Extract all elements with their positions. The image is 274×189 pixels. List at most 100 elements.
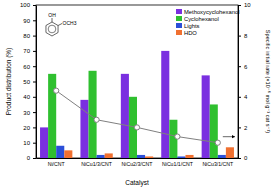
legend-swatch: [176, 30, 182, 35]
bar: [64, 150, 72, 158]
tick: NiCu1/1/CNT: [162, 158, 194, 167]
bar: [177, 156, 185, 158]
tick: Ni/CNT: [48, 158, 66, 167]
molecule-bond: [52, 18, 53, 22]
axis-line: [238, 6, 239, 159]
legend-item: Cyclohexanol: [176, 16, 219, 22]
tick: 100: [20, 2, 36, 8]
tick: NiCu1/3/CNT: [81, 158, 113, 167]
plot: Ni/CNT NiCu1/3/CNT NiCu2/3/CNT NiCu1/1/CNT N…: [20, 2, 251, 166]
tick-mark: [33, 66, 36, 67]
tick-label: 40: [23, 94, 30, 100]
tick-mark: [33, 82, 36, 83]
tick-label: 8: [244, 33, 248, 39]
tick-label: 30: [23, 110, 30, 116]
bar: [185, 155, 193, 158]
tick-label: NiCu3/1/CNT: [202, 161, 234, 167]
bar-series: [64, 147, 234, 158]
legend-item: Lights: [176, 23, 200, 29]
tick-label: 80: [23, 33, 30, 39]
tick-label: NiCu2/3/CNT: [122, 161, 154, 167]
marker: [134, 125, 139, 130]
tick-label: 90: [23, 18, 30, 24]
tick: 70: [23, 48, 36, 54]
tick-label: 100: [20, 2, 31, 8]
tick-mark: [33, 97, 36, 98]
molecule-aromatic: [48, 25, 56, 33]
tick-label: 70: [23, 48, 30, 54]
bar: [226, 147, 234, 158]
annotation: OCH3: [63, 20, 77, 26]
legend-label: Cyclohexanol: [184, 16, 219, 22]
tick-label: Ni/CNT: [48, 161, 66, 167]
tick-mark: [238, 66, 241, 67]
tick-mark: [33, 51, 36, 52]
tick-mark: [238, 5, 241, 6]
bar: [161, 51, 169, 158]
axis: 0 10 20 30 40 50 60 70 80 90 100: [20, 2, 37, 161]
tick-label: NiCu1/1/CNT: [162, 161, 194, 167]
tick-mark: [33, 127, 36, 128]
legend-label: Methoxycyclohexanol: [184, 9, 239, 15]
tick-mark: [238, 97, 241, 98]
tick-label: 20: [23, 125, 30, 131]
tick: 0: [238, 155, 248, 161]
arrow-head: [232, 135, 235, 138]
tick: 10: [238, 2, 251, 8]
tick-label: 0: [27, 155, 31, 161]
tick-mark: [238, 158, 241, 159]
tick: 50: [23, 79, 36, 85]
tick: 8: [238, 33, 248, 39]
legend-label: Lights: [184, 23, 200, 29]
legend-swatch: [176, 23, 182, 28]
bar-series: [56, 146, 226, 158]
legend-item: Methoxycyclohexanol: [176, 9, 239, 15]
tick-mark: [33, 36, 36, 37]
tick: 20: [23, 125, 36, 131]
line: [56, 91, 218, 143]
tick: NiCu3/1/CNT: [202, 158, 234, 167]
bar: [105, 153, 113, 158]
tick: 6: [238, 64, 248, 70]
line-markers: [54, 88, 221, 145]
legend-swatch: [176, 9, 182, 14]
bar: [56, 146, 64, 158]
tick: 2: [238, 125, 248, 131]
tick-label: 10: [244, 2, 251, 8]
plot-frame: [36, 5, 238, 158]
legend: MethoxycyclohexanolCyclohexanolLightsHDO: [176, 9, 239, 36]
tick-label: 2: [244, 125, 248, 131]
tick-label: NiCu1/3/CNT: [81, 161, 113, 167]
tick: 10: [23, 140, 36, 146]
tick-mark: [33, 112, 36, 113]
bar: [48, 74, 56, 158]
axis: 0 2 4 6 8 10: [238, 2, 251, 161]
molecule-ring: [46, 22, 58, 36]
tick-mark: [33, 143, 36, 144]
annotation: OH: [48, 12, 56, 18]
bar: [40, 127, 48, 158]
marker: [175, 134, 180, 139]
legend-swatch: [176, 16, 182, 21]
tick: 40: [23, 94, 36, 100]
tick-label: 4: [244, 94, 248, 100]
legend-label: HDO: [184, 30, 197, 36]
y-axis-title: Product distribution (%): [5, 48, 13, 116]
tick-label: 0: [244, 155, 248, 161]
tick-label: 50: [23, 79, 30, 85]
tick: 60: [23, 64, 36, 70]
tick: NiCu2/3/CNT: [122, 158, 154, 167]
chart: Ni/CNT NiCu1/3/CNT NiCu2/3/CNT NiCu1/1/CNT N…: [0, 0, 274, 189]
axis-line: [36, 6, 37, 159]
marker: [94, 117, 99, 122]
tick-label: 10: [23, 140, 30, 146]
bar: [202, 75, 210, 158]
tick-mark: [33, 5, 36, 6]
tick: 80: [23, 33, 36, 39]
bar-series: [40, 51, 210, 158]
bar: [121, 74, 129, 158]
bar: [210, 104, 218, 158]
tick-label: 6: [244, 64, 248, 70]
tick-mark: [238, 127, 241, 128]
axis: Ni/CNT NiCu1/3/CNT NiCu2/3/CNT NiCu1/1/CNT N…: [37, 158, 239, 167]
